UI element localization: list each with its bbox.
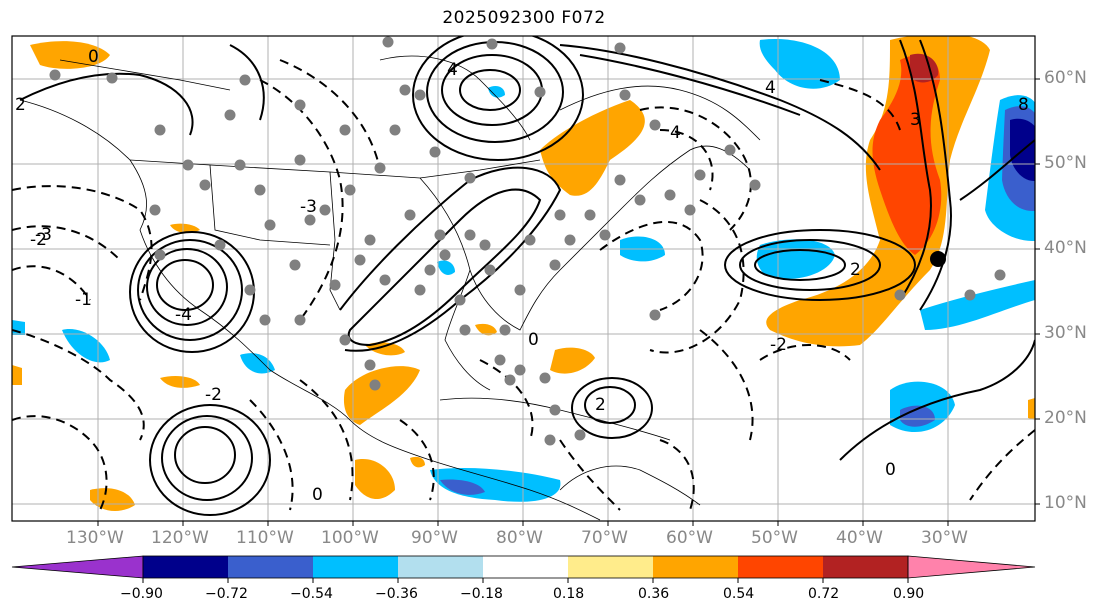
contour-label: 4 (447, 60, 458, 80)
lon-label: 130°W (66, 528, 124, 548)
lon-label: 60°W (666, 528, 713, 548)
colorbar-tick-label: 0.54 (723, 586, 755, 602)
lat-label: 60°N (1044, 68, 1087, 88)
coastlines (19, 55, 761, 521)
colorbar-segment (907, 555, 1036, 579)
lon-label: 110°W (236, 528, 294, 548)
contour-label: -2 (30, 230, 47, 250)
colorbar-segment (228, 556, 313, 578)
lon-label: 100°W (321, 528, 379, 548)
contour-label: -1 (75, 290, 92, 310)
contour-label: -2 (770, 335, 787, 355)
highlight-marker (930, 251, 946, 267)
contour-label: 2 (595, 395, 606, 415)
colorbar-tick-label: −0.54 (290, 586, 333, 602)
contour-label: 2 (15, 95, 26, 115)
colorbar-segment (738, 556, 823, 578)
colorbar-tick-label: 0.90 (893, 586, 925, 602)
lat-label: 30°N (1044, 323, 1087, 343)
lon-label: 120°W (151, 528, 209, 548)
contour-label: 3 (910, 110, 921, 130)
colorbar-tick-label: −0.72 (205, 586, 248, 602)
contour-label: 0 (528, 330, 539, 350)
lon-label: 50°W (751, 528, 798, 548)
contour-label: 0 (312, 485, 323, 505)
contour-label: 0 (88, 47, 99, 67)
lon-label: 80°W (496, 528, 543, 548)
contour-label: -3 (35, 225, 52, 245)
contour-label: 2 (850, 260, 861, 280)
contour-label-group: 0 2 -2 4 -4 3 -3 2 4 -2 2 0 0 -3 -1 -2 8… (15, 47, 1029, 505)
contour-label: 4 (670, 123, 681, 143)
lon-label: 90°W (411, 528, 458, 548)
axis-ticks (97, 78, 1040, 526)
contour-label: -2 (205, 385, 222, 405)
contours-dashed (12, 59, 1035, 511)
lat-label: 40°N (1044, 238, 1087, 258)
contour-label: -4 (175, 305, 192, 325)
colorbar-tick-label: 0.18 (553, 586, 585, 602)
lat-label: 20°N (1044, 408, 1087, 428)
lat-label: 10°N (1044, 493, 1087, 513)
lon-label: 40°W (836, 528, 883, 548)
lat-label: 50°N (1044, 153, 1087, 173)
contour-label: -3 (300, 197, 317, 217)
colorbar-segment (11, 555, 144, 579)
colorbar-segment (653, 556, 738, 578)
colorbar-tick-label: −0.90 (120, 586, 163, 602)
station-markers (49, 36, 1006, 446)
colorbar-segment (313, 556, 398, 578)
colorbar-segment (823, 556, 908, 578)
lon-label: 70°W (581, 528, 628, 548)
lon-label: 30°W (921, 528, 968, 548)
contour-label: 8 (1018, 95, 1029, 115)
colorbar-segment (483, 556, 568, 578)
colorbar-tick-label: −0.36 (375, 586, 418, 602)
map-title: 2025092300 F072 (442, 8, 606, 28)
map-area: 0 2 -2 4 -4 3 -3 2 4 -2 2 0 0 -3 -1 -2 8… (12, 36, 1035, 521)
colorbar-segment (143, 556, 228, 578)
contour-label: 4 (765, 78, 776, 98)
colorbar-tick-label: 0.72 (808, 586, 840, 602)
colorbar-tick-label: 0.36 (638, 586, 670, 602)
colorbar-tick-label: −0.18 (460, 586, 503, 602)
colorbar-segment (398, 556, 483, 578)
colorbar-segment (568, 556, 653, 578)
contour-label: 0 (885, 460, 896, 480)
colorbar (11, 555, 1036, 583)
